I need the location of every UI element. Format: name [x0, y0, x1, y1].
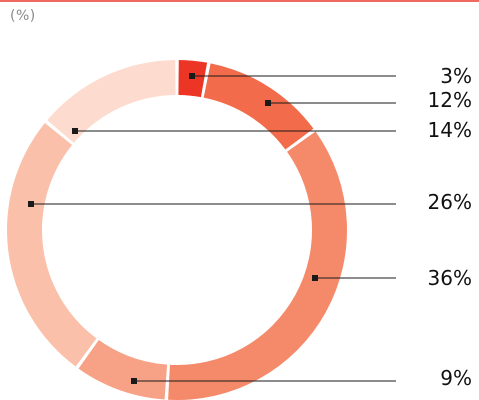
- donut-slice-3: [168, 131, 347, 400]
- leader-dot-5: [28, 201, 34, 207]
- donut-slice-4: [78, 340, 168, 400]
- slice-label-1: 3%: [440, 64, 472, 88]
- unit-label: (%): [10, 8, 36, 24]
- slice-label-2: 12%: [428, 88, 472, 112]
- top-rule: [0, 0, 479, 2]
- leader-dot-2: [265, 100, 271, 106]
- slice-label-4: 9%: [440, 366, 472, 390]
- leader-dot-6: [72, 128, 78, 134]
- slice-label-6: 14%: [428, 118, 472, 142]
- leader-dot-4: [131, 378, 137, 384]
- leader-dot-3: [312, 275, 318, 281]
- slice-label-3: 36%: [428, 266, 472, 290]
- donut-slice-6: [47, 60, 176, 143]
- donut-slice-5: [7, 123, 97, 367]
- slice-label-5: 26%: [428, 190, 472, 214]
- donut-slice-2: [203, 63, 314, 150]
- leader-dot-1: [189, 73, 195, 79]
